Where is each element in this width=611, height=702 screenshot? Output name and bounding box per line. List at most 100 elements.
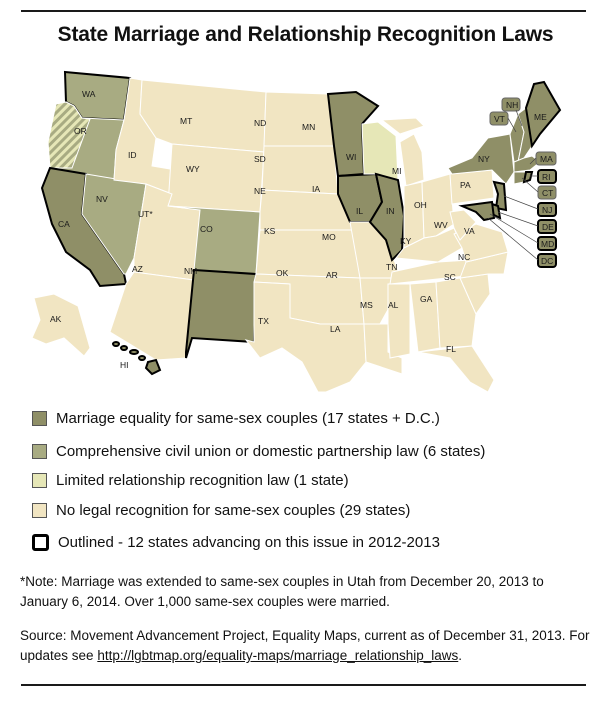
label-az: AZ xyxy=(132,264,143,274)
legend-swatch-limited xyxy=(32,472,47,488)
legend-item-limited: Limited relationship recognition law (1 … xyxy=(32,469,349,491)
legend-swatch-marriage xyxy=(32,410,47,426)
label-il: IL xyxy=(356,206,363,216)
state-il xyxy=(368,172,406,262)
legend-label-outlined: Outlined - 12 states advancing on this i… xyxy=(58,533,440,551)
legend-item-marriage: Marriage equality for same-sex couples (… xyxy=(32,407,440,429)
label-me: ME xyxy=(534,112,547,122)
label-ga: GA xyxy=(420,294,433,304)
source-note: Source: Movement Advancement Project, Eq… xyxy=(20,626,590,666)
source-link[interactable]: http://lgbtmap.org/equality-maps/marriag… xyxy=(97,648,459,663)
label-tx: TX xyxy=(258,316,269,326)
callout-ma: MA xyxy=(535,151,557,166)
state-fl xyxy=(417,345,495,392)
label-mi: MI xyxy=(392,166,401,176)
state-tx xyxy=(244,281,367,392)
label-nm: NM xyxy=(184,266,197,276)
svg-text:DC: DC xyxy=(541,256,553,266)
callout-ri: RI xyxy=(537,169,557,184)
label-la: LA xyxy=(330,324,341,334)
legend-swatch-civil-union xyxy=(32,443,47,459)
state-mt xyxy=(139,79,267,153)
label-sd: SD xyxy=(254,154,266,164)
state-mi xyxy=(399,133,425,187)
state-al xyxy=(409,281,441,353)
svg-text:MA: MA xyxy=(540,154,553,164)
bottom-rule xyxy=(21,684,586,686)
callout-ct: CT xyxy=(537,185,557,200)
callout-nj: NJ xyxy=(537,202,557,217)
us-states-map: WA OR CA NV ID MT WY UT* AZ CO NM ND SD … xyxy=(31,70,562,392)
label-id: ID xyxy=(128,150,137,160)
legend-label-civil-union: Comprehensive civil union or domestic pa… xyxy=(56,442,486,460)
label-ar: AR xyxy=(326,270,338,280)
label-co: CO xyxy=(200,224,213,234)
state-nm xyxy=(185,268,258,359)
callout-vt: VT xyxy=(489,111,509,126)
label-va: VA xyxy=(464,226,475,236)
state-nj xyxy=(492,180,508,212)
label-fl: FL xyxy=(446,344,456,354)
legend-label-limited: Limited relationship recognition law (1 … xyxy=(56,471,349,489)
label-ca: CA xyxy=(58,219,70,229)
label-nd: ND xyxy=(254,118,266,128)
state-ar xyxy=(359,277,393,325)
map-title: State Marriage and Relationship Recognit… xyxy=(57,23,554,46)
legend-item-civil-union: Comprehensive civil union or domestic pa… xyxy=(32,440,485,462)
state-ks xyxy=(255,229,361,279)
footnote: *Note: Marriage was extended to same-sex… xyxy=(20,574,544,609)
source-end: . xyxy=(458,648,463,663)
callout-de: DE xyxy=(537,219,557,234)
label-wy: WY xyxy=(186,164,200,174)
legend-item-outlined: Outlined - 12 states advancing on this i… xyxy=(32,531,440,553)
label-ny: NY xyxy=(478,154,490,164)
label-ks: KS xyxy=(264,226,276,236)
label-sc: SC xyxy=(444,272,456,282)
label-ok: OK xyxy=(276,268,289,278)
state-wv xyxy=(449,209,477,241)
svg-text:CT: CT xyxy=(542,188,553,198)
callout-nh: NH xyxy=(501,97,521,112)
state-ga xyxy=(435,277,477,349)
label-mt: MT xyxy=(180,116,192,126)
label-al: AL xyxy=(388,300,399,310)
state-ms xyxy=(387,283,411,359)
label-pa: PA xyxy=(460,180,471,190)
legend-label-none: No legal recognition for same-sex couple… xyxy=(56,501,411,519)
state-ak xyxy=(31,293,91,357)
top-rule xyxy=(21,10,586,12)
svg-text:MD: MD xyxy=(541,239,554,249)
legend-label-marriage: Marriage equality for same-sex couples (… xyxy=(56,409,440,427)
label-nv: NV xyxy=(96,194,108,204)
legend-swatch-outlined xyxy=(32,533,49,551)
label-wv: WV xyxy=(434,220,448,230)
label-ia: IA xyxy=(312,184,320,194)
label-ms: MS xyxy=(360,300,373,310)
label-tn: TN xyxy=(386,262,397,272)
state-or-hatch xyxy=(47,101,91,169)
label-mn: MN xyxy=(302,122,315,132)
callout-dc: DC xyxy=(537,253,557,268)
legend-swatch-none xyxy=(32,502,47,518)
state-hi xyxy=(112,341,162,376)
label-wa: WA xyxy=(82,89,96,99)
state-ri xyxy=(522,171,534,184)
label-ak: AK xyxy=(50,314,62,324)
label-nc: NC xyxy=(458,252,470,262)
label-ut: UT* xyxy=(138,209,153,219)
label-hi: HI xyxy=(120,360,129,370)
label-in: IN xyxy=(386,206,395,216)
label-ky: KY xyxy=(400,236,412,246)
svg-text:NJ: NJ xyxy=(542,205,552,215)
label-wi: WI xyxy=(346,152,356,162)
svg-text:RI: RI xyxy=(542,172,551,182)
state-pa xyxy=(449,169,495,205)
svg-text:DE: DE xyxy=(542,222,554,232)
state-nd xyxy=(263,91,335,147)
state-ky xyxy=(395,227,463,263)
state-mi-up xyxy=(380,117,425,135)
state-wy xyxy=(167,143,265,213)
source-text: Source: Movement Advancement Project, Eq… xyxy=(20,628,590,663)
label-oh: OH xyxy=(414,200,427,210)
label-mo: MO xyxy=(322,232,336,242)
